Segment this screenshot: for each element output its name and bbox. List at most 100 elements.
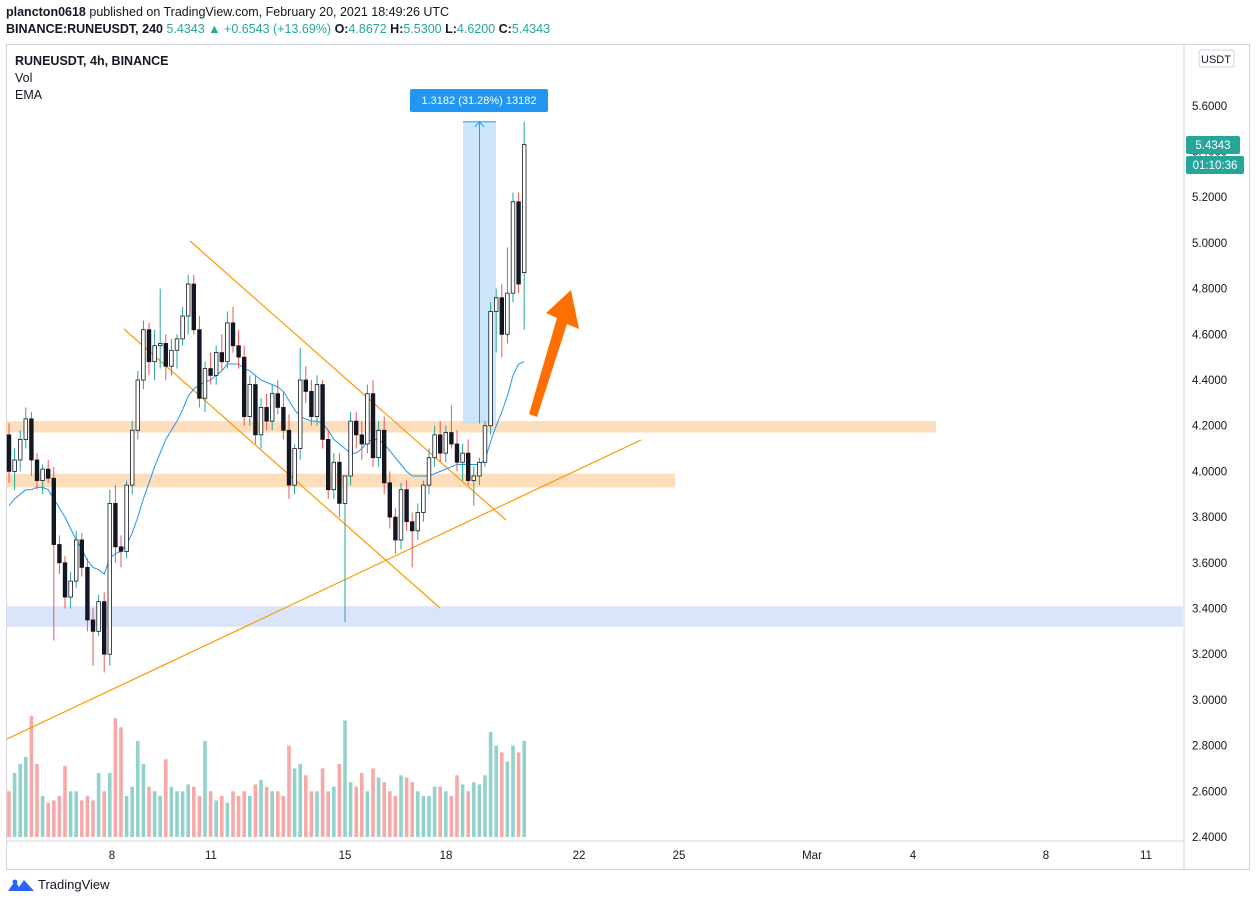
candle	[426, 448, 432, 495]
countdown-badge-box	[1186, 156, 1244, 174]
volume-bar	[130, 786, 134, 837]
candle	[180, 306, 185, 346]
candle-body	[208, 368, 213, 376]
candle	[90, 608, 96, 666]
volume-bar	[158, 795, 162, 837]
volume-bar	[365, 791, 370, 837]
candle	[381, 416, 387, 495]
volume-bar	[52, 800, 56, 837]
candle	[320, 380, 325, 449]
countdown-badge-label: 01:10:36	[1193, 160, 1238, 172]
candle	[370, 380, 376, 467]
volume-bar	[231, 791, 235, 837]
volume-bar	[180, 791, 185, 837]
chart-pane[interactable]	[6, 44, 1250, 870]
volume-bar	[449, 795, 454, 837]
candle-body	[348, 420, 353, 477]
candle	[135, 370, 140, 440]
volume-bar	[80, 800, 84, 837]
volume-bar	[494, 745, 498, 837]
candle-body	[443, 432, 448, 454]
volume-bar	[220, 795, 224, 837]
volume-bar	[371, 768, 375, 837]
zone-3[interactable]	[6, 606, 1183, 627]
trendlines-layer[interactable]	[6, 240, 642, 740]
candle-body	[269, 393, 275, 422]
volume-bar	[147, 786, 151, 837]
legend-title[interactable]: RUNEUSDT, 4h, BINANCE	[15, 54, 169, 68]
candle	[499, 284, 504, 358]
close-value: 5.4343	[511, 22, 551, 36]
volume-bar	[298, 763, 302, 837]
trendline-lower[interactable]	[123, 328, 441, 609]
candle-body	[253, 384, 258, 436]
volume-bar	[197, 795, 202, 837]
candle-body	[387, 482, 392, 518]
candle-body	[258, 407, 264, 436]
trendline-upper[interactable]	[189, 240, 507, 521]
candle-body	[225, 322, 230, 363]
volume-bar	[152, 791, 157, 837]
candle-body	[146, 329, 152, 363]
up-arrow-icon[interactable]	[529, 290, 579, 417]
volume-bar	[511, 745, 515, 837]
time-tick-label: 4	[910, 850, 917, 862]
candle	[516, 192, 521, 294]
volume-bar	[332, 786, 336, 837]
volume-bar	[522, 741, 526, 837]
price-tick-label: 4.2000	[1192, 421, 1227, 433]
candle	[465, 439, 471, 486]
candle-body	[314, 384, 320, 417]
candle	[493, 288, 499, 353]
candle	[393, 507, 398, 554]
volume-bar	[192, 786, 196, 837]
volume-bar	[57, 795, 62, 837]
price-tick-label: 5.2000	[1192, 192, 1227, 204]
last-price-badge-box	[1186, 136, 1240, 154]
candle-body	[505, 292, 510, 335]
candle	[421, 480, 426, 522]
volume-bar	[242, 791, 246, 837]
publisher-name[interactable]: plancton0618	[6, 5, 86, 19]
candle	[230, 306, 236, 353]
trendline-support[interactable]	[6, 439, 642, 740]
candle-body	[376, 429, 381, 459]
volume-bar	[416, 791, 420, 837]
volume-bar	[427, 795, 431, 837]
candle	[359, 421, 364, 460]
zone-1[interactable]	[6, 421, 936, 433]
close-label: C:	[498, 22, 512, 36]
candle	[51, 466, 56, 641]
footer-brand[interactable]: TradingView	[8, 877, 110, 892]
legend-vol[interactable]: Vol	[15, 71, 33, 85]
candle	[510, 192, 516, 303]
candle-body	[404, 489, 409, 523]
candle-body	[320, 384, 325, 440]
last-price: 5.4343	[166, 22, 205, 36]
volume-bar	[309, 791, 314, 837]
volume-bar	[119, 727, 123, 837]
candle-body	[124, 484, 129, 552]
legend-ema[interactable]: EMA	[15, 88, 43, 102]
price-tick-label: 4.6000	[1192, 329, 1227, 341]
candle	[163, 334, 168, 380]
price-tick-label: 5.6000	[1192, 101, 1227, 113]
candle-body	[152, 345, 157, 363]
candle-body	[286, 429, 292, 486]
currency-badge[interactable]: USDT	[1198, 49, 1235, 68]
candle	[241, 345, 247, 426]
candle-body	[46, 468, 51, 479]
candle-body	[493, 297, 499, 312]
open-value: 4.8672	[348, 22, 387, 36]
candle-body	[62, 562, 68, 598]
volume-bar	[12, 773, 17, 837]
candle-body	[415, 512, 420, 532]
time-axis[interactable]: 8 11 15 18 22 25 Mar 4 8 11	[109, 850, 1152, 862]
change-value: +0.6543 (+13.69%)	[224, 22, 332, 36]
volume-bar	[74, 791, 78, 837]
candle	[505, 247, 510, 344]
measure-tool[interactable]: 1.3182 (31.28%) 13182	[410, 89, 548, 424]
price-axis[interactable]: 2.4000 2.6000 2.8000 3.0000 3.2000 3.4000 3.60…	[1192, 101, 1227, 844]
candle	[225, 311, 230, 369]
